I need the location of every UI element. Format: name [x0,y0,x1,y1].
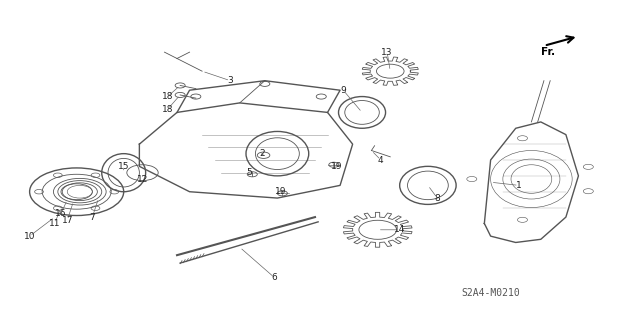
Text: 18: 18 [162,105,173,114]
Text: 4: 4 [378,156,384,164]
Text: 2: 2 [259,149,265,158]
Text: 16: 16 [55,209,67,219]
Text: 15: 15 [118,162,129,171]
Text: 11: 11 [49,219,60,228]
Text: 6: 6 [272,273,277,282]
Text: 9: 9 [340,86,346,95]
Text: 19: 19 [331,162,343,171]
Text: 18: 18 [162,92,173,101]
Text: 10: 10 [24,232,35,241]
Text: 14: 14 [394,225,405,234]
Text: 5: 5 [246,168,252,177]
Text: 7: 7 [89,212,95,222]
Text: Fr.: Fr. [541,47,555,57]
Text: 3: 3 [227,76,233,85]
Text: 19: 19 [275,187,286,196]
Text: 12: 12 [137,174,148,184]
Text: 1: 1 [516,181,522,190]
Text: 8: 8 [435,194,440,203]
Text: 17: 17 [62,216,73,225]
Text: S2A4-M0210: S2A4-M0210 [461,288,520,298]
Text: 13: 13 [381,48,393,57]
